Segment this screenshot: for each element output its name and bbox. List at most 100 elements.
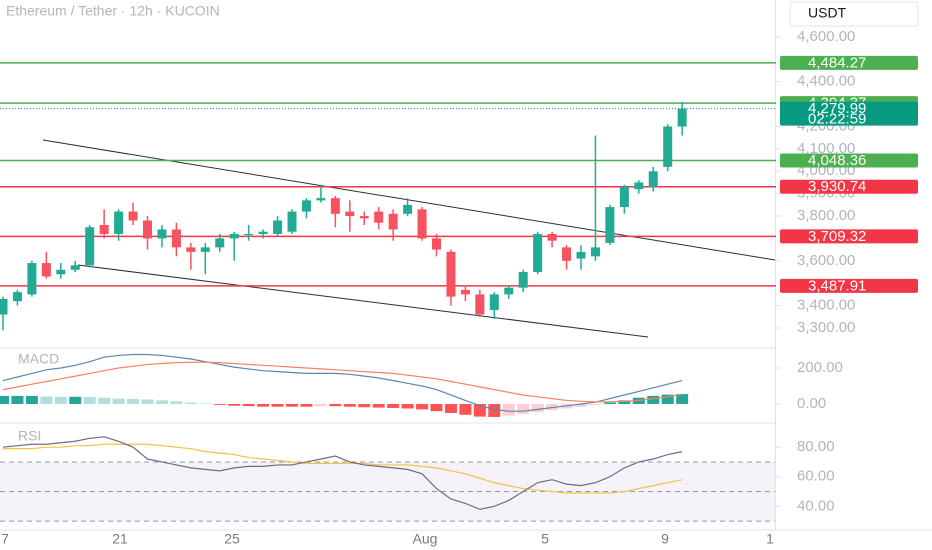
candle-body (258, 231, 268, 234)
macd-histogram-bar (531, 403, 544, 413)
macd-histogram-bar (488, 403, 501, 417)
macd-histogram-bar (69, 396, 82, 404)
macd-histogram-bar (170, 401, 183, 404)
y-tick-label: 80.00 (797, 438, 835, 455)
y-tick-label: 3,800.00 (797, 207, 855, 224)
macd-histogram-bar (575, 403, 587, 407)
candle-body (403, 204, 413, 214)
candle-body (27, 263, 37, 295)
level-label-box (780, 153, 918, 168)
candle-body (562, 247, 572, 261)
trend-line (77, 264, 649, 338)
candle-body (99, 225, 109, 234)
candle-body (316, 198, 326, 201)
candle-body (460, 289, 470, 295)
candle-body (229, 233, 239, 239)
candle-body (648, 171, 658, 187)
rsi-ma-line (3, 443, 683, 494)
macd-histogram-bar (112, 398, 125, 404)
macd-histogram-bar (430, 403, 443, 412)
candle-body (85, 227, 95, 266)
y-tick-label: 4,400.00 (797, 73, 855, 90)
macd-histogram-bar (228, 403, 241, 406)
macd-histogram-bar (661, 394, 674, 404)
candle-body (200, 247, 210, 252)
candle-body (446, 251, 456, 297)
macd-histogram-bar (242, 403, 255, 407)
x-tick-label: 7 (1, 531, 9, 547)
macd-histogram-bar (416, 403, 429, 410)
candle-body (330, 198, 340, 214)
macd-histogram-bar (517, 403, 530, 414)
candle-body (186, 247, 196, 252)
level-label: 3,709.32 (808, 228, 866, 245)
candle-body (663, 126, 673, 167)
macd-histogram-bar (25, 395, 38, 404)
candle-body (432, 238, 441, 250)
candle-body (171, 229, 181, 248)
macd-histogram-bar (444, 403, 457, 413)
candle-body (56, 269, 66, 275)
candle-body (0, 298, 8, 315)
candle-body (677, 108, 687, 127)
macd-histogram-bar (184, 402, 197, 404)
candle-body (504, 287, 514, 295)
macd-histogram-bar (11, 395, 24, 404)
x-tick-label: 1 (766, 531, 774, 547)
x-tick-label: 9 (661, 531, 669, 547)
macd-histogram-bar (387, 403, 400, 408)
candle-body (417, 209, 427, 239)
y-tick-label: 60.00 (797, 468, 835, 485)
y-tick-label: 4,100.00 (797, 140, 855, 157)
current-price: 4,279.99 (808, 100, 866, 117)
candle-body (287, 211, 297, 232)
currency[interactable]: USDT (808, 5, 847, 21)
current-price-box (780, 101, 918, 126)
candle-body (374, 211, 384, 223)
macd-histogram-bar (54, 396, 67, 404)
y-tick-label: 3,300.00 (797, 319, 855, 336)
x-tick-label: 5 (541, 531, 549, 547)
candle-body (273, 220, 283, 234)
candle-body (489, 294, 499, 311)
chart-title: Ethereum / Tether · 12h · KUCOIN (6, 3, 220, 19)
y-tick-label: 3,600.00 (797, 252, 855, 269)
macd-histogram-bar (358, 403, 371, 408)
y-tick-label: 0.00 (797, 395, 826, 412)
y-tick-label: 3,400.00 (797, 297, 855, 314)
macd-histogram-bar (141, 399, 154, 404)
candle-body (634, 182, 644, 190)
candle-body (41, 263, 51, 277)
candle-body (576, 251, 586, 259)
x-tick-label: Aug (413, 531, 438, 547)
macd-histogram-bar (502, 403, 515, 416)
level-label-box (780, 229, 918, 244)
x-tick-label: 25 (224, 531, 240, 547)
macd-histogram-bar (618, 400, 631, 404)
macd-histogram-bar (257, 403, 270, 407)
x-tick-label: 21 (112, 531, 128, 547)
candle-body (359, 216, 369, 219)
candle-body (590, 247, 600, 257)
candle-body (244, 233, 254, 236)
candle-body (533, 233, 543, 273)
macd-histogram-bar (603, 402, 616, 404)
macd-line (2, 353, 683, 412)
candle-body (114, 211, 124, 234)
level-label: 3,930.74 (808, 178, 866, 195)
macd-histogram-bar (372, 403, 385, 408)
countdown: 02:22:59 (808, 111, 866, 128)
candle-body (143, 220, 152, 239)
candle-body (619, 186, 629, 208)
macd-histogram-bar (343, 403, 356, 407)
candle-body (157, 229, 167, 239)
level-label-box (780, 278, 918, 293)
level-label: 4,048.36 (808, 152, 866, 169)
macd-histogram-bar (213, 403, 226, 405)
candle-body (605, 207, 615, 243)
currency-box[interactable] (789, 1, 919, 27)
y-tick-label: 4,600.00 (797, 28, 855, 45)
y-tick-label: 40.00 (797, 497, 835, 514)
candle-body (475, 294, 485, 315)
